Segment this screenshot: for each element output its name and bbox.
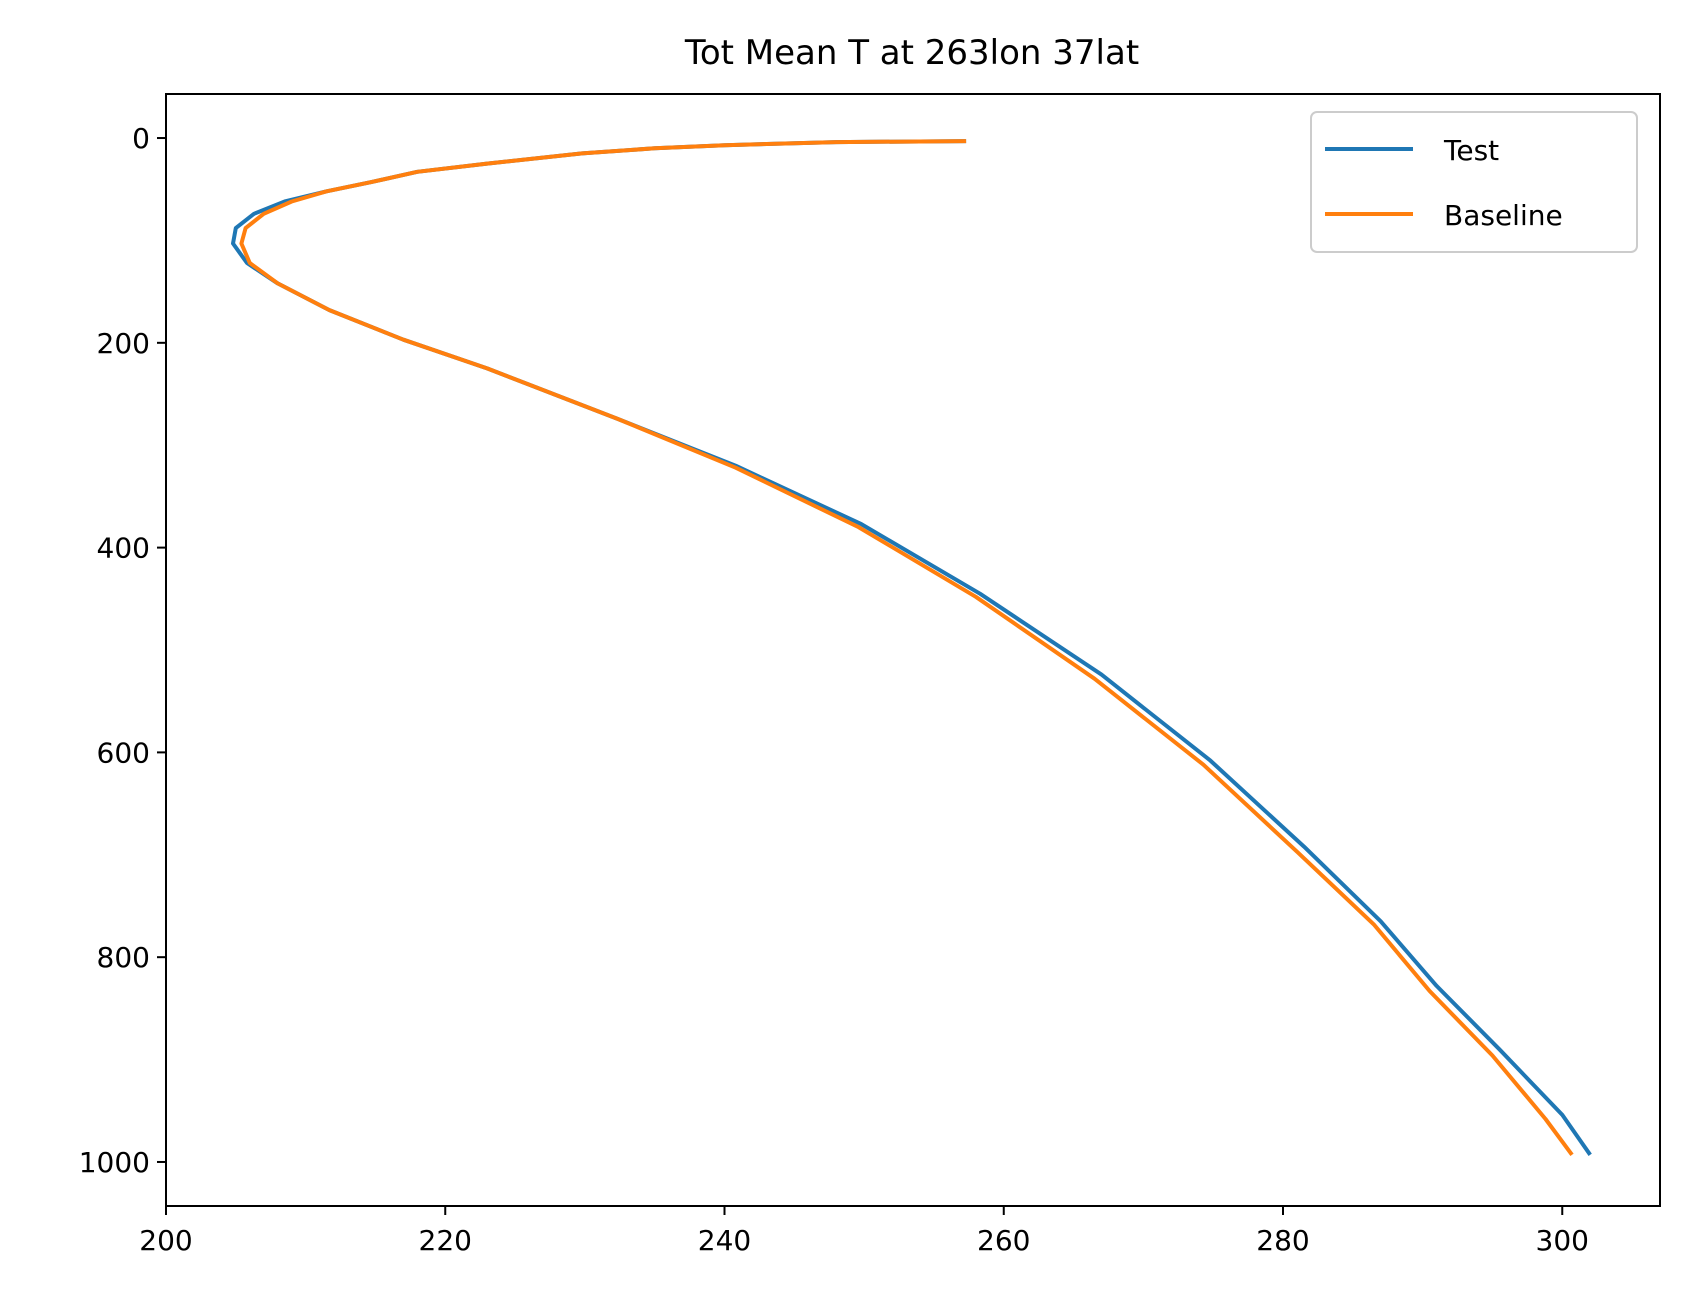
x-tick-label: 200 [139, 1224, 192, 1257]
y-tick-label: 0 [132, 122, 150, 155]
x-tick-label: 240 [698, 1224, 751, 1257]
chart-title: Tot Mean T at 263lon 37lat [684, 33, 1139, 73]
y-tick-label: 600 [97, 736, 150, 769]
axes-layer: 200 220 240 260 280 300 0 200 400 600 800 1000 [79, 93, 1661, 1257]
x-tick-label: 280 [1256, 1224, 1309, 1257]
x-tick-label: 220 [419, 1224, 472, 1257]
x-tick-label: 300 [1536, 1224, 1589, 1257]
y-tick-label: 1000 [79, 1146, 150, 1179]
legend: Test Baseline [1310, 111, 1638, 253]
y-tick-label: 200 [97, 327, 150, 360]
legend-label-baseline: Baseline [1444, 199, 1563, 232]
legend-label-test: Test [1443, 134, 1499, 167]
series-line-baseline [239, 139, 1574, 1156]
x-tick-label: 260 [977, 1224, 1030, 1257]
plot-frame [165, 93, 1661, 1207]
y-tick-label: 800 [97, 941, 150, 974]
series-layer [231, 139, 1592, 1156]
y-tick-label: 400 [97, 532, 150, 565]
